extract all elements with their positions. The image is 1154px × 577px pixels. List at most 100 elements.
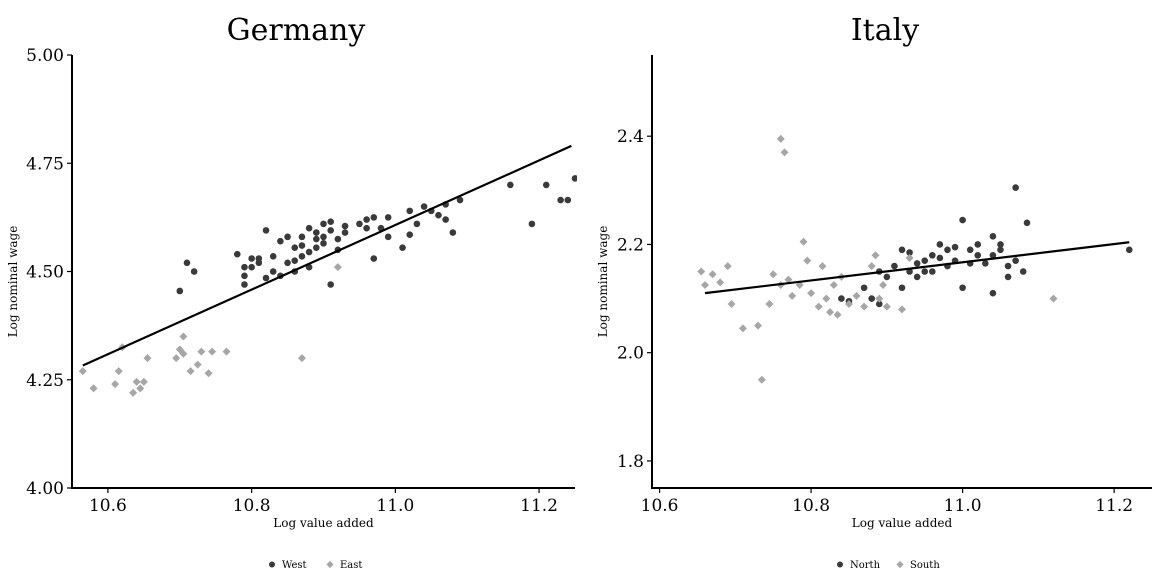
germany-west-point <box>233 250 241 258</box>
italy-south-point <box>701 281 710 290</box>
italy-south-point <box>833 310 842 319</box>
germany-west-point <box>406 231 414 238</box>
italy-north-point <box>1125 246 1133 254</box>
germany-west-point <box>327 218 334 226</box>
italy-north-point <box>898 246 906 254</box>
germany-west-point <box>341 222 349 230</box>
germany-west-point <box>564 196 572 204</box>
italy-south-point <box>780 148 789 157</box>
germany-west-point <box>277 237 284 245</box>
germany-west-point <box>341 229 349 236</box>
germany-west-point <box>262 274 270 282</box>
italy-y-tick-label: 2.2 <box>617 235 644 255</box>
germany-west-point <box>248 263 255 271</box>
germany-east-point <box>143 354 152 363</box>
italy-north-point <box>1019 268 1027 275</box>
italy-y-tick-label: 2.4 <box>617 127 644 147</box>
italy-x-axis-label: Log value added <box>852 516 953 530</box>
germany-west-point <box>298 242 306 249</box>
italy-legend-south-label: South <box>910 560 940 571</box>
italy-x-tick-label: 10.6 <box>641 496 679 516</box>
italy-south-point <box>814 302 823 311</box>
germany-west-point <box>320 220 327 228</box>
italy-south-point <box>822 294 831 303</box>
italy-panel: Italy 1.8 2.0 2.2 2.4 10.6 10.8 11.0 11.2 Log val… <box>577 0 1154 577</box>
germany-west-point <box>327 227 334 234</box>
italy-y-axis-label: Log nominal wage <box>596 226 610 338</box>
germany-west-point <box>413 220 421 228</box>
germany-west-point <box>262 227 270 234</box>
germany-fit-line <box>82 144 572 367</box>
germany-east-point <box>179 349 188 358</box>
germany-east-point <box>78 367 87 376</box>
germany-legend-east-marker <box>326 560 334 569</box>
italy-south-point <box>708 270 717 279</box>
italy-north-point <box>898 284 906 292</box>
italy-chart-title: Italy <box>851 13 919 48</box>
italy-north-point <box>944 246 951 254</box>
italy-north-point <box>997 241 1004 248</box>
germany-east-point <box>111 380 120 389</box>
germany-west-point <box>442 216 449 223</box>
germany-east-point <box>204 369 213 378</box>
italy-legend: North South <box>837 560 940 571</box>
germany-y-tick-label: 4.75 <box>26 154 64 174</box>
italy-y-tick-label: 2.0 <box>617 344 644 364</box>
italy-north-point <box>1004 262 1012 270</box>
germany-west-point <box>557 196 564 204</box>
italy-north-point <box>1012 184 1019 191</box>
italy-north-point <box>997 246 1004 254</box>
germany-east-point <box>222 347 231 356</box>
italy-north-point <box>906 249 913 256</box>
germany-west-point <box>241 263 248 271</box>
italy-north-point <box>966 246 974 254</box>
germany-west-point <box>241 272 248 280</box>
italy-north-point <box>1012 257 1019 264</box>
germany-west-point <box>320 233 327 241</box>
germany-west-point <box>334 235 342 243</box>
italy-south-point <box>867 262 876 271</box>
germany-west-point <box>406 207 414 215</box>
germany-west-point <box>384 214 392 221</box>
germany-west-point <box>363 224 370 232</box>
italy-south-point <box>776 134 785 143</box>
germany-west-point <box>435 211 442 219</box>
germany-west-point <box>571 175 577 182</box>
germany-west-point <box>356 220 363 228</box>
germany-west-point <box>298 233 306 241</box>
italy-north-point <box>1023 219 1031 227</box>
germany-x-tick-label: 10.8 <box>233 496 271 516</box>
italy-south-point <box>788 291 797 300</box>
germany-west-point <box>291 257 299 264</box>
germany-y-tick-label: 4.00 <box>26 479 64 499</box>
germany-west-point <box>542 181 550 189</box>
germany-east-point <box>208 347 217 356</box>
italy-south-point <box>852 291 861 300</box>
germany-west-point <box>420 203 428 210</box>
italy-south-point <box>844 299 853 308</box>
italy-north-point <box>883 273 891 281</box>
germany-west-point <box>370 255 378 262</box>
germany-east-point <box>114 367 123 376</box>
germany-west-point <box>284 259 291 267</box>
italy-south-point <box>807 289 816 298</box>
germany-y-tick-label: 5.00 <box>26 46 64 66</box>
germany-west-point <box>313 235 320 243</box>
italy-south-point <box>716 278 725 287</box>
italy-north-point <box>929 268 936 275</box>
germany-west-point <box>291 244 299 251</box>
germany-west-point <box>305 248 313 256</box>
italy-north-point <box>921 268 929 275</box>
germany-west-point <box>384 233 392 241</box>
italy-south-point <box>875 294 884 303</box>
italy-south-point <box>871 251 880 260</box>
italy-south-point <box>826 308 835 317</box>
germany-west-point <box>370 214 378 221</box>
germany-legend-west-label: West <box>282 560 307 571</box>
italy-legend-south-marker <box>896 560 904 569</box>
italy-north-point <box>936 241 944 248</box>
italy-north-point <box>868 295 875 302</box>
germany-east-point <box>333 263 342 272</box>
italy-x-tick-label: 10.8 <box>792 496 830 516</box>
italy-south-point <box>757 375 766 384</box>
